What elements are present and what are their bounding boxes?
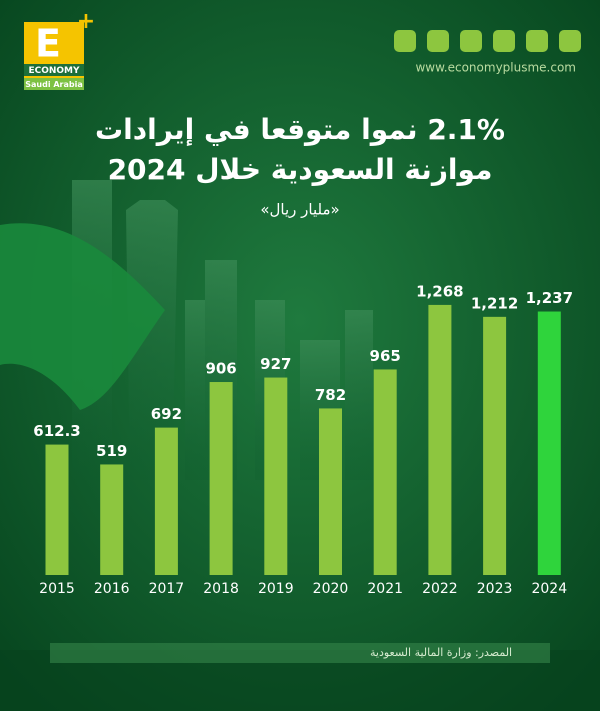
bar [45,444,69,575]
x-tick-label: 2019 [258,581,294,597]
x-tick-label: 2024 [531,581,567,597]
title-line: موازنة السعودية خلال 2024 [108,153,493,186]
bar [264,377,288,575]
value-label: 1,237 [526,289,573,307]
source: المصدر: وزارة المالية السعودية [370,646,512,659]
x-tick-label: 2018 [203,581,239,597]
x-tick-label: 2022 [422,581,458,597]
bar [537,311,561,575]
x-tick-label: 2021 [367,581,403,597]
x-tick-label: 2016 [94,581,130,597]
x-tick-label: 2015 [39,581,75,597]
bar [209,382,233,575]
logo-plus: + [77,9,95,34]
bar [154,427,178,575]
x-tick-label: 2023 [477,581,513,597]
logo-name: ECONOMY [28,66,80,76]
social-icons [394,30,581,52]
source-strip [50,643,550,663]
bar [483,316,507,575]
x-tick-label: 2017 [149,581,185,597]
value-label: 1,268 [416,282,463,300]
flag [0,223,165,410]
logo: E + ECONOMY Saudi Arabia [24,9,95,90]
bar [319,408,342,575]
value-label: 927 [260,355,291,373]
title-line: 2.1% نموا متوقعا في إيرادات [95,113,505,147]
subtitle: «مليار ريال» [260,201,339,219]
value-label: 906 [205,360,236,378]
value-label: 612.3 [33,422,80,440]
bar [428,304,452,575]
website: www.economyplusme.com [415,61,576,75]
value-label: 782 [315,386,346,404]
value-label: 1,212 [471,294,518,312]
value-label: 965 [370,347,401,365]
x-tick-label: 2020 [313,581,349,597]
value-label: 519 [96,442,127,460]
bar [100,464,124,575]
logo-region: Saudi Arabia [25,80,83,89]
bar [373,369,397,575]
value-label: 692 [151,405,182,423]
logo-letter: E [35,22,61,66]
